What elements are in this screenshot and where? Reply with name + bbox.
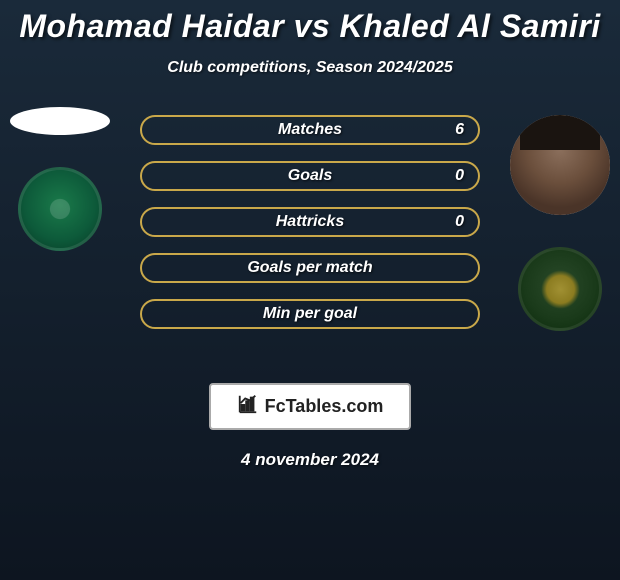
- stat-label: Min per goal: [263, 305, 357, 323]
- stat-label: Matches: [278, 121, 342, 139]
- stat-row-goals-per-match: Goals per match: [140, 253, 480, 283]
- player-left-avatar: [10, 107, 110, 135]
- stat-value-right: 0: [455, 213, 464, 231]
- club-right-badge: [518, 247, 602, 331]
- brand-badge: FcTables.com: [209, 383, 412, 430]
- brand-text: FcTables.com: [265, 396, 384, 417]
- comparison-panel: Matches 6 Goals 0 Hattricks 0 Goals per …: [0, 107, 620, 367]
- player-right-avatar: [510, 115, 610, 215]
- stat-label: Hattricks: [276, 213, 344, 231]
- chart-icon: [237, 393, 259, 420]
- stat-row-matches: Matches 6: [140, 115, 480, 145]
- brand-footer: FcTables.com: [0, 383, 620, 430]
- date-label: 4 november 2024: [0, 450, 620, 470]
- stat-row-goals: Goals 0: [140, 161, 480, 191]
- stat-row-hattricks: Hattricks 0: [140, 207, 480, 237]
- stat-row-min-per-goal: Min per goal: [140, 299, 480, 329]
- stat-label: Goals per match: [247, 259, 372, 277]
- page-title: Mohamad Haidar vs Khaled Al Samiri: [0, 0, 620, 45]
- stat-label: Goals: [288, 167, 332, 185]
- stat-value-right: 6: [455, 121, 464, 139]
- stat-rows: Matches 6 Goals 0 Hattricks 0 Goals per …: [140, 115, 480, 329]
- stat-value-right: 0: [455, 167, 464, 185]
- subtitle: Club competitions, Season 2024/2025: [0, 59, 620, 77]
- club-left-badge: [18, 167, 102, 251]
